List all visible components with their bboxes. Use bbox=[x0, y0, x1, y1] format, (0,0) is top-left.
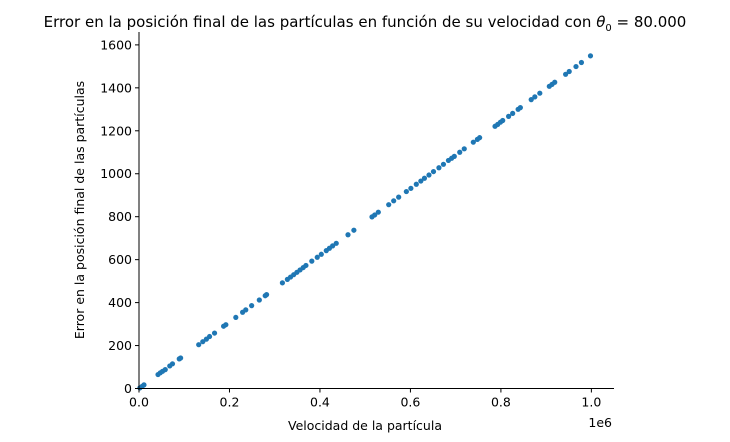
data-point bbox=[413, 181, 419, 187]
data-point bbox=[578, 59, 585, 66]
data-point bbox=[372, 212, 378, 218]
x-tick-label: 0.0 bbox=[129, 395, 149, 410]
data-point bbox=[206, 333, 213, 340]
data-point bbox=[461, 146, 467, 152]
data-point bbox=[566, 68, 572, 75]
data-point bbox=[178, 355, 184, 361]
data-point bbox=[573, 63, 579, 70]
data-point bbox=[303, 262, 309, 269]
chart-title-value: = 80.000 bbox=[612, 13, 687, 31]
data-point bbox=[309, 258, 315, 264]
data-point bbox=[421, 175, 428, 181]
data-point bbox=[500, 117, 506, 124]
chart-title: Error en la posición final de las partíc… bbox=[44, 13, 687, 34]
x-offset-label: 1e6 bbox=[588, 415, 612, 430]
chart-title-symbol: θ bbox=[596, 13, 605, 31]
y-tick-label: 200 bbox=[108, 338, 132, 353]
data-point bbox=[386, 202, 392, 208]
x-tick-label: 0.4 bbox=[310, 395, 330, 410]
data-point bbox=[430, 168, 437, 175]
y-tick-label: 400 bbox=[108, 295, 132, 310]
data-point bbox=[528, 97, 534, 103]
data-point bbox=[318, 251, 324, 257]
data-point bbox=[451, 153, 457, 159]
data-point bbox=[587, 53, 594, 59]
data-point bbox=[552, 79, 558, 85]
data-point bbox=[457, 149, 463, 155]
data-point bbox=[243, 307, 249, 313]
data-point bbox=[537, 90, 543, 96]
data-point bbox=[517, 105, 523, 111]
x-tick-label: 0.8 bbox=[491, 395, 511, 410]
y-tick-label: 600 bbox=[108, 252, 132, 267]
data-point bbox=[440, 161, 447, 167]
x-ticks: 0.0 0.2 0.4 0.6 0.8 1.0 bbox=[129, 388, 601, 410]
y-tick-label: 1200 bbox=[100, 123, 132, 138]
data-point bbox=[391, 198, 397, 204]
data-point bbox=[375, 209, 381, 215]
chart-title-subscript: 0 bbox=[605, 23, 611, 34]
data-point bbox=[436, 165, 442, 171]
data-point bbox=[330, 243, 336, 249]
data-point bbox=[345, 232, 351, 238]
data-point bbox=[470, 139, 476, 145]
data-point bbox=[314, 254, 320, 260]
data-point bbox=[256, 297, 262, 303]
data-point bbox=[233, 314, 239, 321]
data-point bbox=[333, 240, 339, 246]
x-axis-label: Velocidad de la partícula bbox=[288, 418, 442, 433]
data-point bbox=[510, 110, 516, 116]
data-point bbox=[426, 172, 432, 178]
chart-title-main: Error en la posición final de las partíc… bbox=[44, 13, 597, 31]
data-point bbox=[169, 361, 176, 367]
data-point bbox=[477, 135, 483, 141]
data-point bbox=[408, 185, 414, 191]
data-point bbox=[223, 322, 229, 328]
y-tick-label: 0 bbox=[124, 381, 132, 396]
data-point bbox=[196, 342, 202, 348]
data-point bbox=[532, 94, 538, 100]
y-ticks: 0 200 400 600 800 1000 1200 1400 1600 bbox=[100, 37, 139, 396]
x-tick-label: 0.2 bbox=[220, 395, 240, 410]
data-point bbox=[396, 194, 402, 200]
y-axis-label: Error en la posición final de las partíc… bbox=[72, 81, 87, 339]
data-point bbox=[249, 303, 255, 309]
data-point bbox=[211, 330, 218, 336]
y-tick-label: 800 bbox=[108, 209, 132, 224]
data-point bbox=[506, 113, 512, 119]
data-point bbox=[200, 339, 206, 345]
data-point bbox=[141, 382, 147, 388]
data-point bbox=[263, 292, 270, 298]
y-tick-label: 1600 bbox=[100, 37, 132, 52]
x-tick-label: 1.0 bbox=[581, 395, 601, 410]
data-point bbox=[563, 71, 569, 77]
data-point bbox=[418, 178, 424, 184]
data-point bbox=[162, 367, 168, 373]
data-points bbox=[137, 53, 594, 391]
x-tick-label: 0.6 bbox=[400, 395, 420, 410]
data-point bbox=[351, 227, 357, 233]
y-tick-label: 1400 bbox=[100, 80, 132, 95]
data-point bbox=[403, 188, 409, 195]
y-tick-label: 1000 bbox=[100, 166, 132, 181]
data-point bbox=[279, 280, 285, 286]
